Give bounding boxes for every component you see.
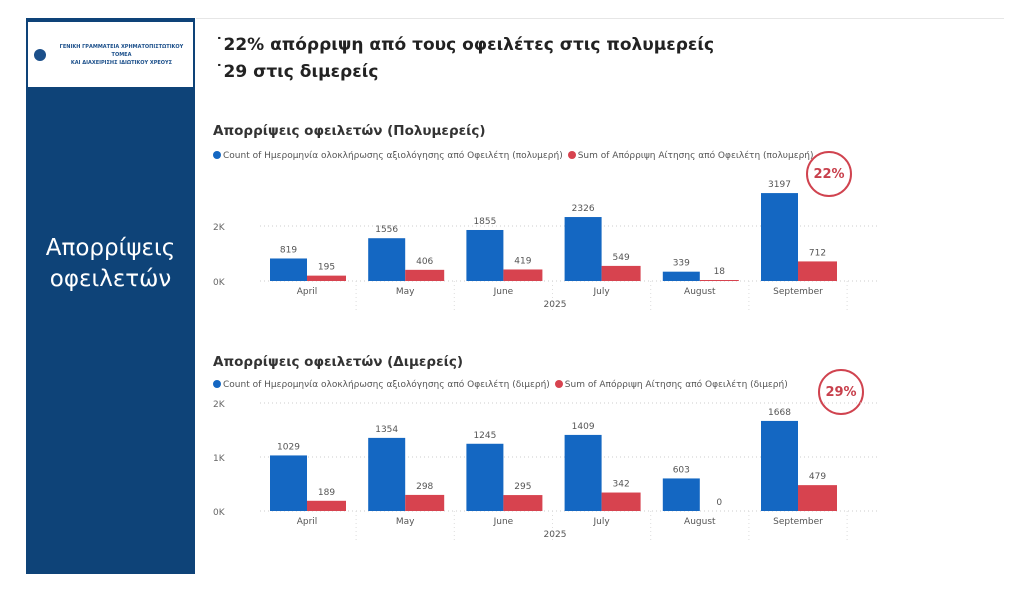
data-label: 712: [809, 248, 826, 258]
x-tick-label: August: [684, 287, 716, 297]
bar-count: [761, 420, 798, 511]
headline-1: ˙22% απόρριψη από τους οφειλέτες στις πο…: [215, 35, 715, 55]
x-tick-label: September: [773, 517, 823, 527]
red-dot-icon: [567, 151, 576, 159]
sidebar-title: Απορρίψεις οφειλετών: [45, 235, 176, 292]
x-tick-label: September: [773, 287, 823, 297]
x-tick-label: July: [593, 517, 611, 527]
data-label: 1855: [473, 217, 496, 227]
x-tick-label: April: [297, 287, 318, 297]
legend-label: Count of Ημερομηνία ολοκλήρωσης αξιολόγη…: [223, 380, 550, 390]
data-label: 1354: [375, 425, 398, 435]
headline-2: ˙29 στις διμερείς: [215, 62, 379, 82]
sidebar: ΓΕΝΙΚΗ ΓΡΑΜΜΑΤΕΙΑ ΧΡΗΜΑΤΟΠΙΣΤΩΤΙΚΟΥ ΤΟΜΕ…: [26, 18, 195, 574]
legend-label: Sum of Απόρριψη Αίτησης από Οφειλέτη (δι…: [564, 380, 788, 390]
bar-sum: [601, 265, 641, 281]
legend-item-sum[interactable]: Sum of Απόρριψη Αίτησης από Οφειλέτη (πο…: [567, 151, 814, 161]
data-label: 549: [613, 253, 630, 263]
data-label: 18: [714, 267, 726, 277]
data-label: 342: [613, 480, 630, 490]
data-label: 819: [280, 245, 297, 255]
y-tick-label: 0K: [213, 508, 226, 518]
data-label: 419: [514, 256, 531, 266]
y-tick-label: 2K: [213, 400, 226, 410]
chart1-rate-badge: 22%: [806, 151, 852, 197]
legend-label: Sum of Απόρριψη Αίτησης από Οφειλέτη (πο…: [577, 151, 814, 161]
data-label: 0: [716, 498, 722, 508]
chart2-rate-badge: 29%: [818, 369, 864, 415]
logo-line2: ΚΑΙ ΔΙΑΧΕΙΡΙΣΗΣ ΙΔΙΩΤΙΚΟΥ ΧΡΕΟΥΣ: [70, 59, 173, 66]
blue-dot-icon: [213, 380, 221, 388]
data-label: 2326: [572, 204, 595, 214]
chart2-legend: Count of Ημερομηνία ολοκλήρωσης αξιολόγη…: [213, 380, 788, 390]
bar-sum: [307, 500, 346, 511]
emblem-icon: [34, 48, 46, 61]
data-label: 479: [809, 472, 826, 482]
bar-count: [564, 434, 602, 511]
x-tick-label: July: [593, 287, 611, 297]
divider: [196, 18, 1004, 19]
data-label: 406: [416, 257, 433, 267]
bar-sum: [798, 485, 837, 511]
bar-count: [662, 271, 700, 281]
bar-count: [466, 229, 504, 281]
x-tick-label: June: [493, 287, 514, 297]
bar-sum: [699, 280, 739, 281]
chart2-title: Απορρίψεις οφειλετών (Διμερείς): [213, 354, 464, 370]
bar-sum: [307, 275, 346, 281]
logo-line1: ΓΕΝΙΚΗ ΓΡΑΜΜΑΤΕΙΑ ΧΡΗΜΑΤΟΠΙΣΤΩΤΙΚΟΥ ΤΟΜΕ…: [59, 43, 184, 58]
x-tick-label: June: [493, 517, 514, 527]
x-axis-label: 2025: [544, 300, 567, 310]
data-label: 1668: [768, 408, 791, 418]
data-label: 1409: [572, 422, 595, 432]
bar-count: [270, 258, 307, 281]
bar-count: [761, 193, 798, 281]
bar-count: [270, 455, 307, 511]
data-label: 339: [673, 259, 690, 269]
bar-sum: [601, 492, 641, 511]
data-label: 298: [416, 482, 433, 492]
x-tick-label: April: [297, 517, 318, 527]
data-label: 1245: [473, 431, 496, 441]
legend-item-sum[interactable]: Sum of Απόρριψη Αίτησης από Οφειλέτη (δι…: [554, 380, 788, 390]
bar-sum: [503, 495, 543, 511]
data-label: 195: [318, 263, 335, 273]
bar-sum: [405, 269, 445, 281]
x-tick-label: May: [396, 287, 415, 297]
bar-count: [564, 217, 602, 281]
y-tick-label: 2K: [213, 223, 226, 233]
bar-count: [466, 443, 504, 511]
logo: ΓΕΝΙΚΗ ΓΡΑΜΜΑΤΕΙΑ ΧΡΗΜΑΤΟΠΙΣΤΩΤΙΚΟΥ ΤΟΜΕ…: [28, 22, 193, 87]
legend-item-count[interactable]: Count of Ημερομηνία ολοκλήρωσης αξιολόγη…: [213, 380, 550, 390]
red-dot-icon: [554, 380, 563, 388]
bar-count: [662, 478, 700, 511]
bar-sum: [503, 269, 543, 281]
chart1-legend: Count of Ημερομηνία ολοκλήρωσης αξιολόγη…: [213, 151, 814, 161]
data-label: 3197: [768, 180, 791, 190]
data-label: 1556: [375, 225, 398, 235]
chart1-title: Απορρίψεις οφειλετών (Πολυμερείς): [213, 123, 486, 139]
data-label: 189: [318, 488, 335, 498]
y-tick-label: 1K: [213, 454, 226, 464]
blue-dot-icon: [213, 151, 221, 159]
bar-count: [368, 238, 406, 281]
data-label: 295: [514, 482, 531, 492]
x-tick-label: May: [396, 517, 415, 527]
data-label: 1029: [277, 442, 300, 452]
bar-count: [368, 437, 406, 511]
y-tick-label: 0K: [213, 278, 226, 288]
data-label: 603: [673, 465, 690, 475]
x-tick-label: August: [684, 517, 716, 527]
x-axis-label: 2025: [544, 530, 567, 540]
bar-sum: [405, 494, 445, 511]
bar-sum: [798, 261, 837, 281]
legend-label: Count of Ημερομηνία ολοκλήρωσης αξιολόγη…: [223, 151, 563, 161]
legend-item-count[interactable]: Count of Ημερομηνία ολοκλήρωσης αξιολόγη…: [213, 151, 563, 161]
